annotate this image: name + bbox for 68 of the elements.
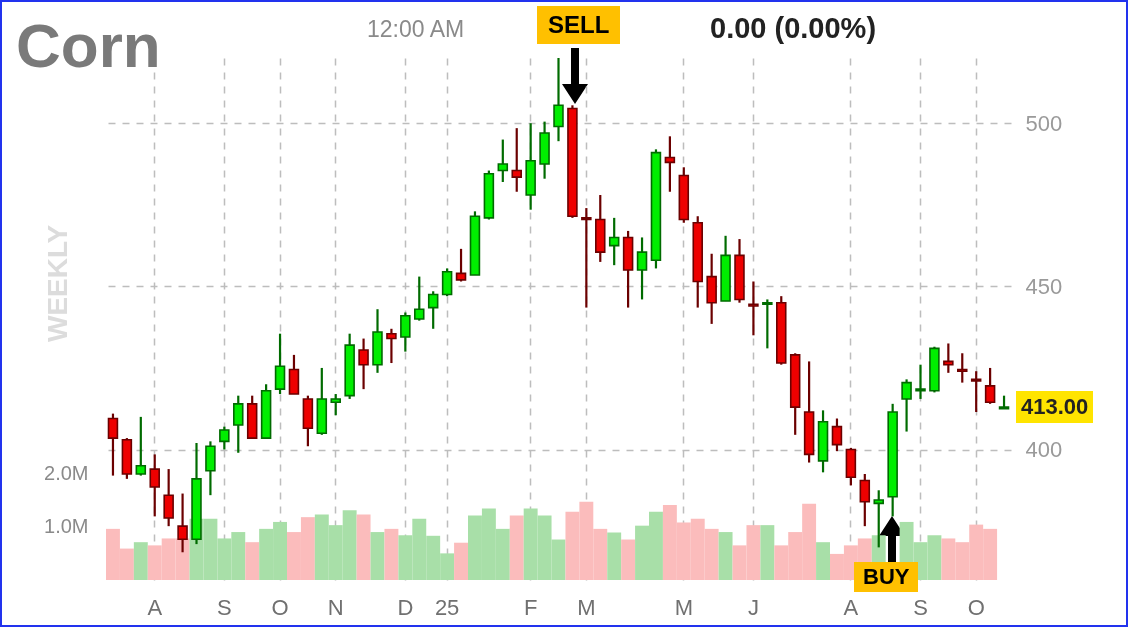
x-tick-label: A: [147, 594, 163, 620]
candlestick: [219, 425, 230, 451]
x-tick-label: S: [217, 594, 232, 620]
candlestick: [441, 267, 453, 298]
text: SELL: [537, 6, 621, 44]
text: 12:00 AM: [367, 16, 465, 43]
candlestick: [455, 247, 467, 283]
x-tick-label: O: [271, 594, 289, 620]
candlestick: [859, 472, 871, 528]
candlestick: [664, 135, 676, 193]
candlestick: [608, 216, 620, 267]
x-tick-label: D: [397, 594, 414, 620]
candlestick: [915, 363, 926, 401]
bar: [607, 532, 622, 580]
candlestick: [497, 138, 509, 184]
candlestick: [748, 280, 759, 337]
bar: [760, 525, 775, 580]
candlestick: [957, 352, 968, 384]
candlestick: [274, 332, 286, 396]
candlestick: [414, 275, 425, 322]
bar: [133, 542, 148, 580]
y2-tick-label: 1.0M: [44, 515, 89, 538]
candlestick: [358, 337, 369, 391]
y-tick-label: 400: [1025, 437, 1063, 462]
candlestick: [330, 392, 341, 417]
bar: [245, 542, 260, 580]
y2-tick-label: 2.0M: [44, 461, 89, 484]
chart-title: Corn: [16, 10, 161, 81]
y-tick-label: 450: [1025, 273, 1063, 299]
x-tick-label: M: [577, 594, 596, 620]
x-tick-label: N: [327, 594, 344, 620]
candlestick: [427, 290, 439, 330]
candlestick: [762, 298, 773, 350]
x-tick-label: 25: [434, 594, 460, 620]
candlestick: [831, 417, 843, 453]
candlestick: [553, 56, 564, 143]
x-tick-label: M: [674, 594, 693, 620]
candlestick: [233, 394, 244, 454]
bar: [621, 539, 636, 580]
bar: [384, 528, 399, 580]
candlestick: [107, 412, 119, 477]
bar: [356, 514, 371, 580]
x-tick-label: J: [747, 594, 759, 620]
candlestick: [984, 366, 996, 405]
candlestick: [135, 415, 147, 477]
bar: [370, 532, 385, 580]
candlestick: [400, 311, 411, 353]
candlestick: [636, 236, 648, 301]
bar: [454, 542, 468, 580]
candlestick: [163, 467, 174, 528]
text: 413.00: [1016, 391, 1094, 423]
x-tick-label: A: [843, 594, 859, 620]
candlestick: [943, 342, 954, 374]
bar: [816, 542, 830, 580]
x-tick-label: O: [967, 594, 985, 620]
bar: [509, 515, 524, 580]
x-tick-label: F: [523, 594, 538, 620]
y-tick-label: 500: [1025, 110, 1063, 136]
candlestick: [386, 327, 397, 365]
text: 0.00 (0.00%): [710, 12, 877, 45]
candlestick: [970, 370, 982, 414]
candlestick: [149, 453, 160, 518]
candlestick: [901, 378, 912, 433]
candlestick: [511, 127, 522, 193]
bar: [718, 532, 733, 580]
x-tick-label: S: [913, 594, 928, 620]
annotation: BUY: [854, 562, 919, 592]
candlestick: [581, 206, 592, 309]
